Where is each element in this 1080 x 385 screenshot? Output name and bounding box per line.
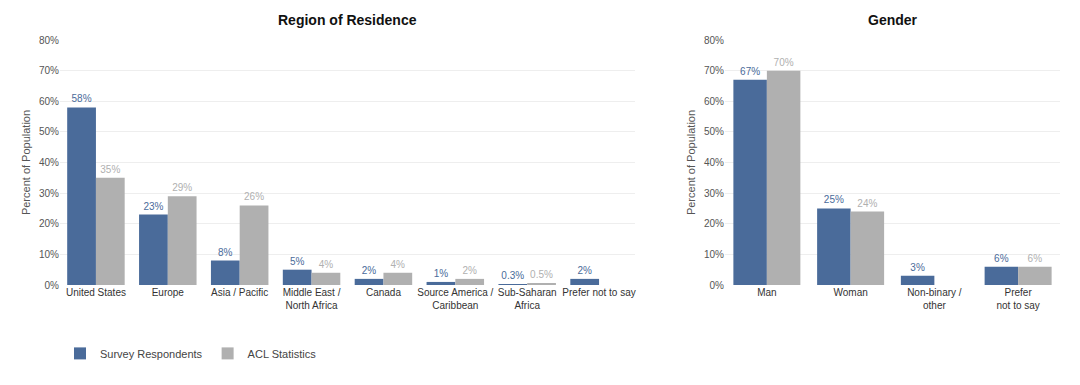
- svg-text:10%: 10%: [704, 249, 724, 260]
- svg-text:Region of Residence: Region of Residence: [278, 12, 417, 28]
- svg-text:70%: 70%: [704, 65, 724, 76]
- svg-text:0.5%: 0.5%: [530, 269, 553, 280]
- svg-text:70%: 70%: [39, 65, 59, 76]
- svg-text:2%: 2%: [577, 265, 592, 276]
- svg-text:Canada: Canada: [366, 287, 401, 298]
- svg-text:3%: 3%: [910, 262, 925, 273]
- svg-text:20%: 20%: [39, 218, 59, 229]
- svg-text:Man: Man: [757, 287, 776, 298]
- svg-text:0%: 0%: [45, 280, 60, 291]
- svg-text:Percent of Population: Percent of Population: [20, 110, 32, 215]
- svg-text:2%: 2%: [462, 265, 477, 276]
- svg-text:1%: 1%: [434, 268, 449, 279]
- svg-text:8%: 8%: [218, 247, 233, 258]
- svg-text:50%: 50%: [704, 126, 724, 137]
- svg-text:35%: 35%: [100, 164, 120, 175]
- svg-text:23%: 23%: [143, 201, 163, 212]
- svg-text:20%: 20%: [704, 218, 724, 229]
- svg-text:25%: 25%: [824, 194, 844, 205]
- svg-text:10%: 10%: [39, 249, 59, 260]
- svg-text:29%: 29%: [172, 182, 192, 193]
- svg-text:60%: 60%: [704, 96, 724, 107]
- svg-text:4%: 4%: [391, 259, 406, 270]
- svg-text:0.3%: 0.3%: [501, 270, 524, 281]
- svg-text:0%: 0%: [710, 280, 725, 291]
- svg-text:Sub-SaharanAfrica: Sub-SaharanAfrica: [498, 287, 557, 311]
- svg-text:58%: 58%: [72, 93, 92, 104]
- svg-text:6%: 6%: [1028, 253, 1043, 264]
- svg-text:60%: 60%: [39, 96, 59, 107]
- svg-text:6%: 6%: [994, 253, 1009, 264]
- svg-text:2%: 2%: [362, 265, 377, 276]
- svg-text:70%: 70%: [774, 57, 794, 68]
- svg-text:30%: 30%: [39, 188, 59, 199]
- svg-text:Non-binary /other: Non-binary /other: [907, 287, 962, 311]
- svg-text:Survey Respondents: Survey Respondents: [100, 348, 203, 360]
- svg-text:4%: 4%: [319, 259, 334, 270]
- svg-text:ACL Statistics: ACL Statistics: [248, 348, 317, 360]
- svg-text:Prefernot to say: Prefernot to say: [996, 287, 1039, 311]
- svg-text:80%: 80%: [39, 35, 59, 46]
- svg-text:Prefer not to say: Prefer not to say: [562, 287, 635, 298]
- svg-text:80%: 80%: [704, 35, 724, 46]
- svg-text:30%: 30%: [704, 188, 724, 199]
- svg-text:Woman: Woman: [833, 287, 867, 298]
- svg-text:24%: 24%: [857, 198, 877, 209]
- svg-text:Gender: Gender: [868, 12, 918, 28]
- svg-text:Source America /Caribbean: Source America /Caribbean: [417, 287, 493, 311]
- svg-text:40%: 40%: [704, 157, 724, 168]
- svg-text:40%: 40%: [39, 157, 59, 168]
- svg-text:26%: 26%: [244, 191, 264, 202]
- svg-text:5%: 5%: [290, 256, 305, 267]
- svg-text:Middle East /North Africa: Middle East /North Africa: [283, 287, 341, 311]
- svg-text:United States: United States: [66, 287, 126, 298]
- svg-text:Europe: Europe: [152, 287, 185, 298]
- svg-text:Percent of Population: Percent of Population: [685, 110, 697, 215]
- svg-text:67%: 67%: [740, 66, 760, 77]
- svg-text:50%: 50%: [39, 126, 59, 137]
- svg-text:Asia / Pacific: Asia / Pacific: [211, 287, 268, 298]
